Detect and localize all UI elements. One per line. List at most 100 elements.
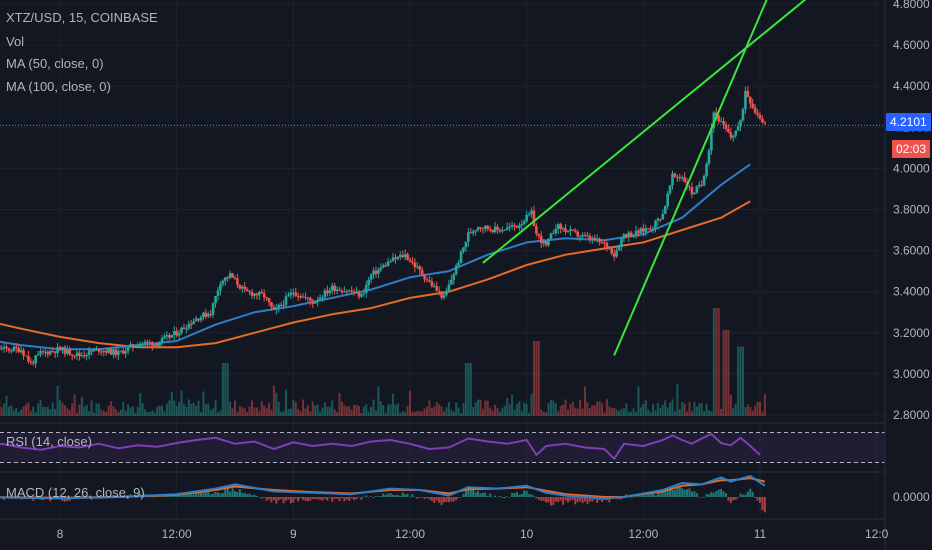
candle-body: [0, 345, 1, 349]
candle-body: [68, 348, 72, 355]
candle-body: [488, 228, 492, 230]
volume-bar: [703, 411, 706, 416]
candle-body: [255, 293, 259, 296]
volume-bar: [452, 411, 455, 416]
candle-body: [610, 246, 614, 254]
volume-bar: [384, 412, 387, 416]
candle-body: [143, 341, 147, 344]
volume-legend[interactable]: Vol: [6, 34, 25, 49]
candle-body: [649, 228, 652, 230]
volume-bar: [110, 401, 113, 416]
macd-histogram-bar: [566, 497, 569, 503]
volume-bar: [399, 412, 402, 416]
macd-histogram-bar: [484, 492, 487, 497]
ma50-legend[interactable]: MA (50, close, 0): [6, 56, 104, 71]
macd-histogram-bar: [333, 497, 336, 499]
macd-histogram-bar: [319, 497, 322, 500]
macd-histogram-bar: [343, 497, 346, 502]
macd-histogram-bar: [467, 488, 470, 497]
candle-body: [569, 229, 572, 232]
time-tick-label: 9: [290, 527, 297, 541]
macd-histogram-bar: [435, 497, 438, 501]
volume-bar: [498, 411, 501, 416]
volume-bar: [503, 405, 506, 416]
volume-bar: [112, 406, 115, 416]
macd-histogram-bar: [588, 497, 591, 502]
macd-histogram-bar: [632, 497, 635, 498]
volume-bar: [302, 399, 305, 416]
macd-histogram-bar: [338, 497, 341, 501]
volume-bar: [158, 405, 161, 416]
candle-body: [199, 317, 203, 321]
candle-body: [530, 210, 533, 215]
volume-bar: [396, 403, 399, 416]
rsi-legend[interactable]: RSI (14, close): [6, 434, 92, 449]
volume-bar: [615, 409, 618, 416]
volume-bar: [88, 411, 91, 416]
volume-bar: [209, 410, 212, 416]
candle-body: [306, 297, 310, 299]
macd-legend[interactable]: MACD (12, 26, close, 9): [6, 485, 145, 500]
volume-bar: [117, 412, 120, 416]
candle-body: [65, 348, 69, 354]
volume-bar: [93, 412, 96, 416]
volume-bar: [168, 400, 171, 416]
candle-body: [671, 173, 674, 186]
volume-bar: [479, 399, 482, 416]
candle-body: [36, 354, 40, 356]
candle-body: [600, 242, 604, 244]
macd-histogram-bar: [557, 497, 560, 503]
candle-body: [321, 297, 324, 299]
candle-body: [134, 346, 137, 348]
candle-body: [389, 261, 392, 263]
macd-histogram-bar: [472, 489, 475, 497]
ma100-legend[interactable]: MA (100, close, 0): [6, 79, 111, 94]
volume-bar: [236, 411, 239, 416]
volume-bar: [491, 410, 494, 416]
candle-body: [629, 232, 633, 238]
volume-bar: [202, 391, 205, 416]
macd-histogram-bar: [562, 497, 565, 505]
macd-histogram-bar: [571, 497, 574, 500]
macd-histogram-bar: [630, 497, 633, 498]
macd-histogram-bar: [450, 497, 453, 502]
macd-histogram-bar: [576, 497, 579, 503]
current-price-tag: 4.2101: [886, 113, 931, 131]
volume-bar: [566, 409, 569, 416]
volume-bar: [754, 405, 757, 416]
volume-bar: [435, 402, 438, 416]
macd-histogram-bar: [302, 497, 305, 500]
candle-body: [22, 350, 25, 356]
candle-body: [639, 228, 643, 234]
volume-bar: [76, 412, 79, 416]
price-series: [0, 86, 885, 368]
volume-bar: [686, 411, 689, 416]
candle-body: [102, 350, 106, 352]
symbol-legend[interactable]: XTZ/USD, 15, COINBASE: [6, 10, 158, 25]
macd-histogram-bar: [669, 489, 672, 497]
candle-body: [753, 107, 757, 113]
volume-bar: [127, 404, 130, 416]
macd-histogram-bar: [707, 494, 710, 497]
trendlines[interactable]: [482, 0, 834, 356]
time-tick-label: 12:0: [865, 527, 889, 541]
macd-histogram-bar: [656, 492, 659, 497]
volume-bar: [401, 411, 404, 416]
candle-body: [253, 293, 256, 296]
volume-bar: [700, 402, 703, 416]
candle-body: [493, 226, 497, 233]
price-axis-background: [885, 0, 932, 550]
candle-body: [243, 286, 247, 290]
macd-histogram-bar: [511, 493, 514, 497]
candle-body: [403, 254, 407, 258]
macd-histogram-bar: [586, 497, 589, 504]
volume-bar: [134, 412, 137, 416]
candle-body: [688, 186, 691, 188]
macd-histogram-bar: [647, 492, 650, 497]
macd-histogram-bar: [216, 492, 219, 497]
candle-body: [719, 121, 723, 123]
macd-histogram-bar: [263, 497, 266, 498]
volume-bar: [0, 407, 3, 416]
macd-histogram-bar: [732, 497, 735, 501]
